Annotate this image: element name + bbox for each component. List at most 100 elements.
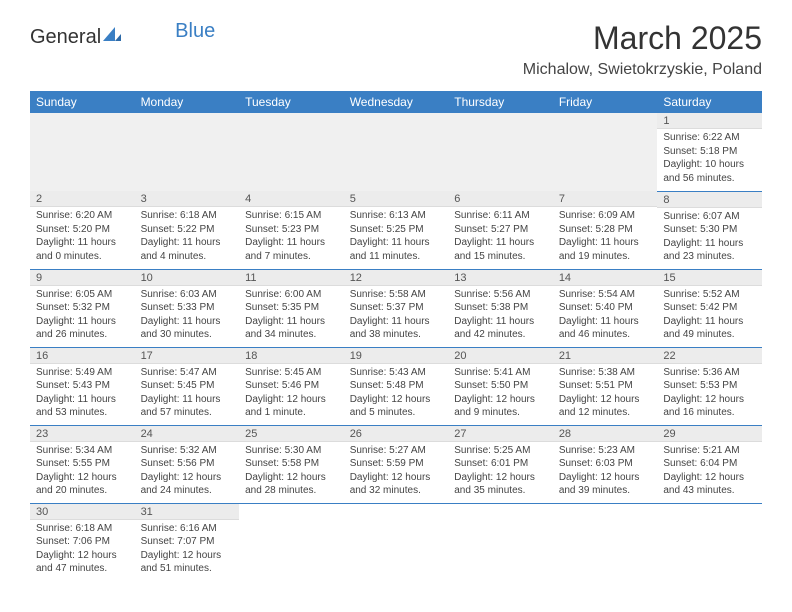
- day-cell: 4Sunrise: 6:15 AMSunset: 5:23 PMDaylight…: [239, 191, 344, 269]
- day-info: Sunrise: 5:34 AMSunset: 5:55 PMDaylight:…: [30, 442, 135, 502]
- day-number: 25: [239, 426, 344, 442]
- day-cell: 25Sunrise: 5:30 AMSunset: 5:58 PMDayligh…: [239, 425, 344, 503]
- day-info: Sunrise: 6:15 AMSunset: 5:23 PMDaylight:…: [239, 207, 344, 267]
- sunrise-text: Sunrise: 6:07 AM: [663, 210, 756, 224]
- weekday-header: Tuesday: [239, 91, 344, 113]
- sunset-text: Sunset: 5:35 PM: [245, 301, 338, 315]
- daylight-text: Daylight: 11 hours and 46 minutes.: [559, 315, 652, 342]
- sunrise-text: Sunrise: 5:45 AM: [245, 366, 338, 380]
- sunrise-text: Sunrise: 6:20 AM: [36, 209, 129, 223]
- brand-part2: Blue: [175, 20, 215, 43]
- day-cell: 16Sunrise: 5:49 AMSunset: 5:43 PMDayligh…: [30, 347, 135, 425]
- day-number: 10: [135, 270, 240, 286]
- day-info: Sunrise: 5:43 AMSunset: 5:48 PMDaylight:…: [344, 364, 449, 424]
- day-info: Sunrise: 5:23 AMSunset: 6:03 PMDaylight:…: [553, 442, 658, 502]
- day-number: 23: [30, 426, 135, 442]
- sunset-text: Sunset: 5:55 PM: [36, 457, 129, 471]
- sunset-text: Sunset: 5:37 PM: [350, 301, 443, 315]
- sunrise-text: Sunrise: 5:49 AM: [36, 366, 129, 380]
- sunrise-text: Sunrise: 5:32 AM: [141, 444, 234, 458]
- daylight-text: Daylight: 11 hours and 53 minutes.: [36, 393, 129, 420]
- day-info: Sunrise: 5:52 AMSunset: 5:42 PMDaylight:…: [657, 286, 762, 346]
- day-number: 29: [657, 426, 762, 442]
- sunset-text: Sunset: 5:48 PM: [350, 379, 443, 393]
- day-cell: 13Sunrise: 5:56 AMSunset: 5:38 PMDayligh…: [448, 269, 553, 347]
- day-cell: 28Sunrise: 5:23 AMSunset: 6:03 PMDayligh…: [553, 425, 658, 503]
- sunrise-text: Sunrise: 5:52 AM: [663, 288, 756, 302]
- day-cell: 19Sunrise: 5:43 AMSunset: 5:48 PMDayligh…: [344, 347, 449, 425]
- day-cell: 3Sunrise: 6:18 AMSunset: 5:22 PMDaylight…: [135, 191, 240, 269]
- location: Michalow, Swietokrzyskie, Poland: [523, 61, 762, 79]
- daylight-text: Daylight: 12 hours and 20 minutes.: [36, 471, 129, 498]
- empty-day-cell: [448, 113, 553, 191]
- day-info: Sunrise: 5:32 AMSunset: 5:56 PMDaylight:…: [135, 442, 240, 502]
- day-number: 5: [344, 191, 449, 207]
- calendar-week-row: 23Sunrise: 5:34 AMSunset: 5:55 PMDayligh…: [30, 425, 762, 503]
- sunset-text: Sunset: 6:01 PM: [454, 457, 547, 471]
- day-cell: 27Sunrise: 5:25 AMSunset: 6:01 PMDayligh…: [448, 425, 553, 503]
- day-number: 9: [30, 270, 135, 286]
- day-cell: 15Sunrise: 5:52 AMSunset: 5:42 PMDayligh…: [657, 269, 762, 347]
- daylight-text: Daylight: 12 hours and 32 minutes.: [350, 471, 443, 498]
- day-number: 14: [553, 270, 658, 286]
- sunset-text: Sunset: 5:59 PM: [350, 457, 443, 471]
- empty-day-cell: [239, 113, 344, 191]
- day-number: 28: [553, 426, 658, 442]
- sunset-text: Sunset: 7:07 PM: [141, 535, 234, 549]
- daylight-text: Daylight: 12 hours and 1 minute.: [245, 393, 338, 420]
- day-cell: 18Sunrise: 5:45 AMSunset: 5:46 PMDayligh…: [239, 347, 344, 425]
- sunrise-text: Sunrise: 6:09 AM: [559, 209, 652, 223]
- sunset-text: Sunset: 5:32 PM: [36, 301, 129, 315]
- empty-day-cell: [553, 503, 658, 581]
- brand-logo: GeneralBlue: [30, 26, 215, 49]
- empty-day-cell: [30, 113, 135, 191]
- daylight-text: Daylight: 11 hours and 38 minutes.: [350, 315, 443, 342]
- sunrise-text: Sunrise: 6:13 AM: [350, 209, 443, 223]
- day-info: Sunrise: 5:25 AMSunset: 6:01 PMDaylight:…: [448, 442, 553, 502]
- sunrise-text: Sunrise: 6:03 AM: [141, 288, 234, 302]
- day-info: Sunrise: 5:47 AMSunset: 5:45 PMDaylight:…: [135, 364, 240, 424]
- sunset-text: Sunset: 5:23 PM: [245, 223, 338, 237]
- sunset-text: Sunset: 5:40 PM: [559, 301, 652, 315]
- day-number: 11: [239, 270, 344, 286]
- sunset-text: Sunset: 5:18 PM: [663, 145, 756, 159]
- calendar-table: Sunday Monday Tuesday Wednesday Thursday…: [30, 91, 762, 581]
- empty-day-cell: [553, 113, 658, 191]
- day-info: Sunrise: 6:18 AMSunset: 7:06 PMDaylight:…: [30, 520, 135, 580]
- day-info: Sunrise: 6:03 AMSunset: 5:33 PMDaylight:…: [135, 286, 240, 346]
- daylight-text: Daylight: 11 hours and 57 minutes.: [141, 393, 234, 420]
- calendar-week-row: 16Sunrise: 5:49 AMSunset: 5:43 PMDayligh…: [30, 347, 762, 425]
- sunrise-text: Sunrise: 5:41 AM: [454, 366, 547, 380]
- day-info: Sunrise: 6:13 AMSunset: 5:25 PMDaylight:…: [344, 207, 449, 267]
- daylight-text: Daylight: 11 hours and 49 minutes.: [663, 315, 756, 342]
- sunset-text: Sunset: 5:43 PM: [36, 379, 129, 393]
- calendar-week-row: 1Sunrise: 6:22 AMSunset: 5:18 PMDaylight…: [30, 113, 762, 191]
- daylight-text: Daylight: 11 hours and 15 minutes.: [454, 236, 547, 263]
- daylight-text: Daylight: 11 hours and 23 minutes.: [663, 237, 756, 264]
- day-cell: 6Sunrise: 6:11 AMSunset: 5:27 PMDaylight…: [448, 191, 553, 269]
- sunrise-text: Sunrise: 6:11 AM: [454, 209, 547, 223]
- day-cell: 22Sunrise: 5:36 AMSunset: 5:53 PMDayligh…: [657, 347, 762, 425]
- day-cell: 5Sunrise: 6:13 AMSunset: 5:25 PMDaylight…: [344, 191, 449, 269]
- sunset-text: Sunset: 5:27 PM: [454, 223, 547, 237]
- day-cell: 14Sunrise: 5:54 AMSunset: 5:40 PMDayligh…: [553, 269, 658, 347]
- weekday-header: Friday: [553, 91, 658, 113]
- daylight-text: Daylight: 12 hours and 43 minutes.: [663, 471, 756, 498]
- sunrise-text: Sunrise: 6:05 AM: [36, 288, 129, 302]
- day-number: 2: [30, 191, 135, 207]
- sunrise-text: Sunrise: 5:43 AM: [350, 366, 443, 380]
- sunset-text: Sunset: 5:50 PM: [454, 379, 547, 393]
- day-info: Sunrise: 6:20 AMSunset: 5:20 PMDaylight:…: [30, 207, 135, 267]
- sunrise-text: Sunrise: 5:56 AM: [454, 288, 547, 302]
- sunrise-text: Sunrise: 6:18 AM: [36, 522, 129, 536]
- day-number: 30: [30, 504, 135, 520]
- day-info: Sunrise: 6:18 AMSunset: 5:22 PMDaylight:…: [135, 207, 240, 267]
- day-number: 3: [135, 191, 240, 207]
- day-number: 22: [657, 348, 762, 364]
- sunset-text: Sunset: 5:28 PM: [559, 223, 652, 237]
- sunset-text: Sunset: 5:33 PM: [141, 301, 234, 315]
- daylight-text: Daylight: 12 hours and 16 minutes.: [663, 393, 756, 420]
- day-info: Sunrise: 6:09 AMSunset: 5:28 PMDaylight:…: [553, 207, 658, 267]
- daylight-text: Daylight: 12 hours and 5 minutes.: [350, 393, 443, 420]
- day-number: 8: [657, 192, 762, 208]
